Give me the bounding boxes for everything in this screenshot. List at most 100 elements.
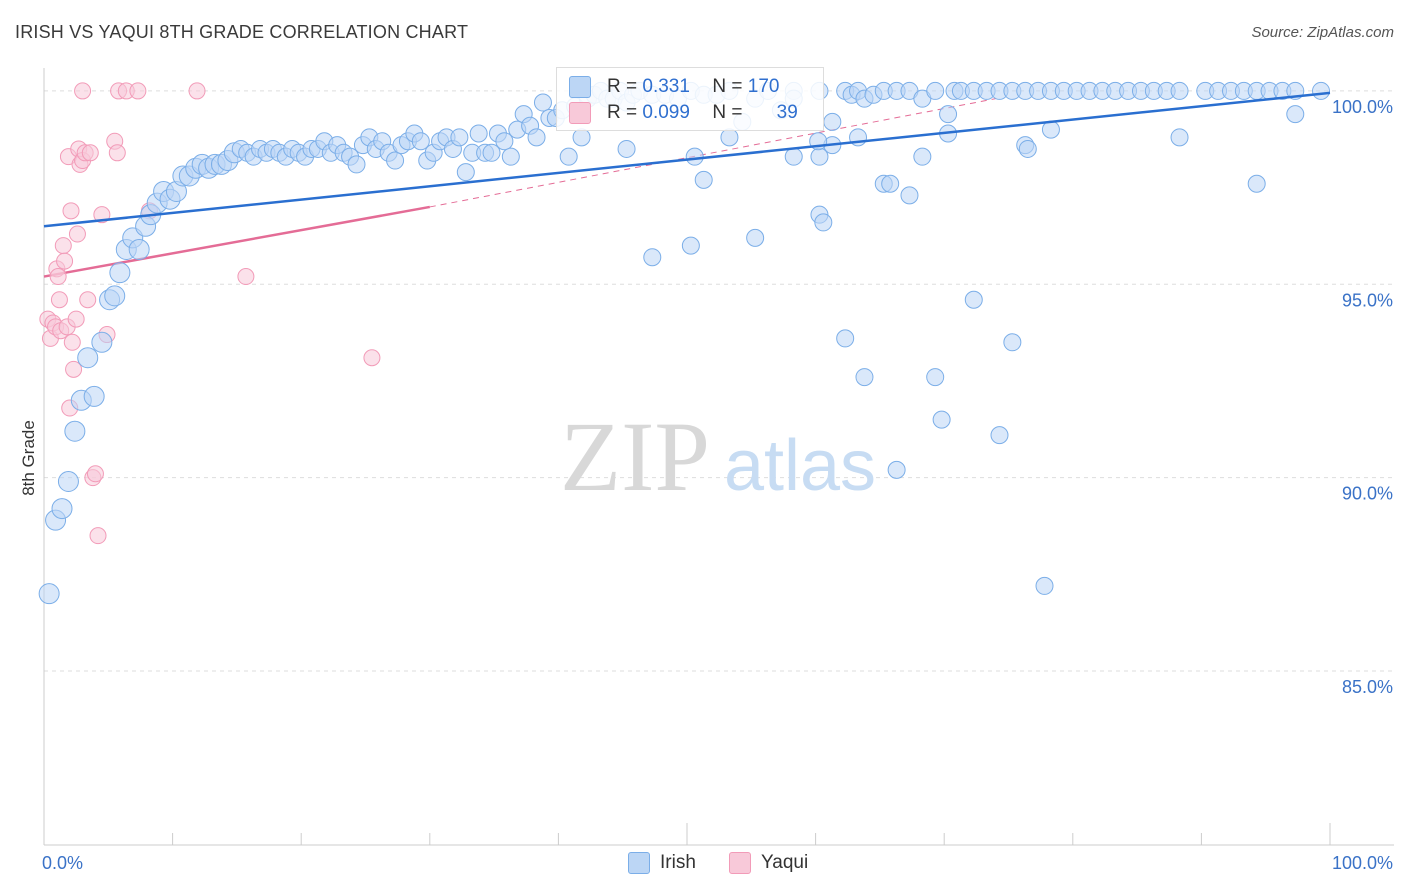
axis-labels: 85.0% 90.0% 95.0% 100.0% 0.0% 100.0% 8th Grade [19, 97, 1393, 873]
yaqui-point [89, 527, 107, 545]
irish-point [823, 112, 842, 131]
irish-point [77, 347, 99, 369]
yaqui-point [68, 225, 86, 243]
irish-point [990, 426, 1009, 445]
yaqui-point [49, 268, 67, 286]
yaqui-n-label: N = [712, 102, 743, 123]
irish-point [814, 213, 833, 232]
yaqui-point [62, 202, 80, 220]
yaqui-trend-extension [429, 98, 996, 208]
irish-point [685, 147, 704, 166]
yaqui-swatch [569, 102, 591, 124]
irish-swatch [569, 76, 591, 98]
irish-point [57, 471, 79, 493]
yaqui-point [50, 291, 68, 309]
irish-point [38, 583, 60, 605]
irish-point [720, 128, 739, 147]
irish-point [501, 147, 520, 166]
irish-point [855, 368, 874, 387]
grid-lines [44, 90, 1394, 672]
irish-point [51, 498, 73, 520]
chart-title: IRISH VS YAQUI 8TH GRADE CORRELATION CHA… [15, 22, 469, 42]
irish-point [469, 124, 488, 143]
irish-point [482, 143, 501, 162]
irish-point [572, 128, 591, 147]
yaqui-trend [43, 98, 996, 278]
irish-point [64, 420, 86, 442]
yaqui-point [63, 333, 81, 351]
y-tick-label: 95.0% [1342, 290, 1393, 310]
irish-point [347, 155, 366, 174]
irish-trend [43, 91, 1331, 228]
stats-box: R = 0.331 N = 170 R = 0.099 N = 39 [556, 67, 824, 131]
yaqui-r-value: 0.099 [642, 102, 690, 123]
irish-point [128, 238, 150, 260]
yaqui-n-value: 39 [776, 102, 798, 123]
stats-row-irish: R = 0.331 N = 170 [569, 74, 779, 100]
irish-point [411, 132, 430, 151]
legend-item-irish[interactable]: Irish [628, 852, 696, 874]
irish-point [887, 460, 906, 479]
yaqui-point [81, 144, 99, 162]
axes [43, 68, 1394, 846]
yaqui-point [67, 310, 85, 328]
irish-point [83, 385, 105, 407]
yaqui-point [74, 82, 92, 100]
yaqui-point [237, 268, 255, 286]
x-tick-label-min: 0.0% [42, 853, 83, 873]
irish-point [926, 368, 945, 387]
irish-point [495, 132, 514, 151]
yaqui-r-label: R = [607, 102, 638, 123]
yaqui-point [79, 291, 97, 309]
yaqui-point [108, 144, 126, 162]
yaqui-point [129, 82, 147, 100]
irish-point [746, 228, 765, 247]
irish-point [456, 163, 475, 182]
legend-irish-label: Irish [660, 852, 696, 873]
irish-point [91, 331, 113, 353]
irish-point [939, 105, 958, 124]
legend-irish-swatch [628, 852, 650, 874]
irish-point [1018, 139, 1037, 158]
irish-point [1311, 81, 1330, 100]
irish-point [932, 410, 951, 429]
irish-n-value: 170 [747, 76, 780, 97]
irish-point [617, 139, 636, 158]
irish-point [643, 248, 662, 267]
yaqui-point [86, 465, 104, 483]
yaqui-point [56, 252, 74, 270]
irish-r-label: R = [607, 76, 638, 97]
y-tick-label: 85.0% [1342, 677, 1393, 697]
irish-point [1286, 105, 1305, 124]
yaqui-point [54, 237, 72, 255]
irish-point [386, 151, 405, 170]
irish-point [1170, 81, 1189, 100]
y-tick-label: 90.0% [1342, 484, 1393, 504]
legend-yaqui-label: Yaqui [761, 852, 809, 873]
irish-point [533, 93, 552, 112]
irish-point [104, 285, 126, 307]
irish-point [527, 128, 546, 147]
irish-r-value: 0.331 [642, 76, 690, 97]
legend-yaqui-swatch [729, 852, 751, 874]
yaqui-trend-line [43, 205, 431, 278]
legend-item-yaqui[interactable]: Yaqui [729, 852, 808, 874]
source-label: Source: ZipAtlas.com [1251, 24, 1394, 41]
irish-point [1247, 174, 1266, 193]
irish-point [1035, 576, 1054, 595]
irish-point [1003, 333, 1022, 352]
irish-point [559, 147, 578, 166]
irish-point [881, 174, 900, 193]
irish-point [784, 147, 803, 166]
y-axis-label: 8th Grade [19, 420, 38, 496]
yaqui-point [65, 360, 83, 378]
irish-point [913, 147, 932, 166]
irish-point [900, 186, 919, 205]
yaqui-point [363, 349, 381, 367]
irish-point [926, 81, 945, 100]
irish-point [1170, 128, 1189, 147]
irish-point [964, 290, 983, 309]
irish-n-label: N = [712, 76, 743, 97]
x-tick-label-max: 100.0% [1332, 853, 1393, 873]
